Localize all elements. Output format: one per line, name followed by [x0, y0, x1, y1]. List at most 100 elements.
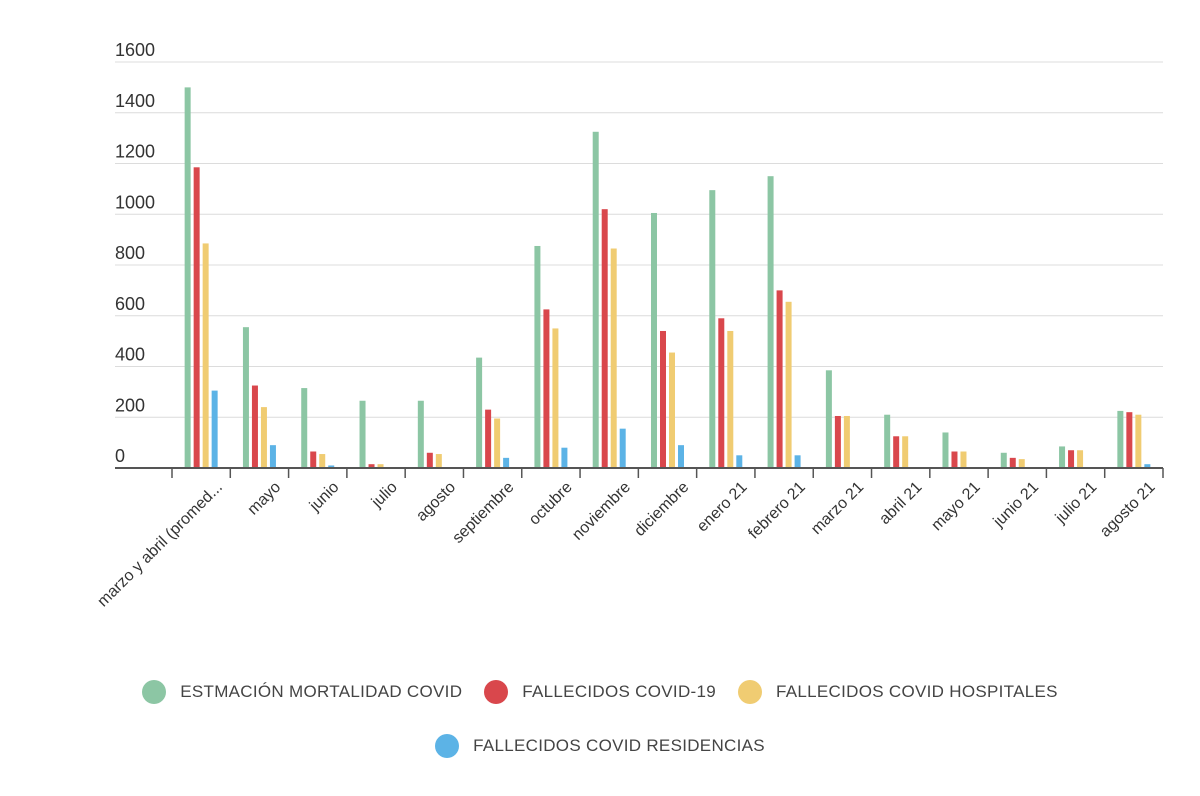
- bar-2-11[interactable]: [843, 415, 850, 468]
- bar-3-0[interactable]: [211, 390, 218, 468]
- x-tick-label: agosto: [413, 479, 459, 525]
- bar-2-1[interactable]: [260, 407, 267, 468]
- bar-3-7[interactable]: [619, 428, 626, 468]
- bar-1-15[interactable]: [1068, 450, 1075, 468]
- bar-3-8[interactable]: [678, 445, 684, 468]
- legend-label: FALLECIDOS COVID HOSPITALES: [776, 682, 1058, 701]
- bar-0-2[interactable]: [301, 388, 308, 468]
- bar-1-16[interactable]: [1126, 412, 1133, 468]
- bar-1-14[interactable]: [1009, 457, 1016, 468]
- x-tick-label: marzo y abril (promed...: [94, 479, 225, 610]
- bars: [184, 87, 1151, 469]
- bar-2-5[interactable]: [494, 418, 501, 468]
- x-tick-label: enero 21: [694, 479, 751, 536]
- legend-item-estimacion[interactable]: ESTMACIÓN MORTALIDAD COVID: [142, 680, 462, 704]
- bar-1-5[interactable]: [485, 409, 492, 468]
- x-tick-label: noviembre: [569, 479, 634, 544]
- bar-2-2[interactable]: [319, 454, 326, 468]
- bar-2-8[interactable]: [669, 352, 675, 468]
- bar-0-0[interactable]: [184, 87, 191, 468]
- bar-0-13[interactable]: [942, 432, 949, 468]
- legend-swatch: [738, 680, 762, 704]
- bar-2-4[interactable]: [435, 454, 442, 468]
- x-tick-label: agosto 21: [1097, 479, 1159, 541]
- y-tick-label: 800: [115, 243, 145, 263]
- bar-0-7[interactable]: [592, 131, 599, 468]
- bar-chart: 0 200 400 600 800 1000 1200 1400 1600 marzo y ab…: [94, 40, 1164, 610]
- bar-1-9[interactable]: [718, 318, 725, 468]
- bar-3-6[interactable]: [561, 447, 568, 468]
- bar-1-13[interactable]: [951, 451, 958, 468]
- x-tick-label: julio: [368, 479, 401, 512]
- bar-0-11[interactable]: [825, 370, 832, 468]
- bar-2-15[interactable]: [1077, 450, 1084, 468]
- bar-1-2[interactable]: [310, 451, 317, 468]
- bar-1-0[interactable]: [193, 167, 200, 468]
- bar-0-4[interactable]: [417, 400, 424, 468]
- legend-swatch: [435, 734, 460, 758]
- y-tick-label: 600: [115, 294, 145, 314]
- x-tick-label: marzo 21: [808, 479, 867, 538]
- y-tick-label: 1000: [115, 192, 155, 212]
- y-tick-label: 1400: [115, 91, 155, 111]
- bar-2-3[interactable]: [377, 464, 384, 468]
- legend-item-fallecidos[interactable]: FALLECIDOS COVID-19: [484, 680, 716, 704]
- x-tick-label: mayo: [245, 479, 285, 519]
- legend-swatch: [142, 680, 167, 704]
- legend-label: FALLECIDOS COVID RESIDENCIAS: [473, 736, 765, 755]
- y-tick-label: 200: [115, 395, 145, 415]
- bar-0-6[interactable]: [534, 245, 541, 468]
- bar-2-0[interactable]: [202, 243, 209, 468]
- legend-item-residencias[interactable]: FALLECIDOS COVID RESIDENCIAS: [435, 734, 765, 758]
- x-tick-label: abril 21: [876, 479, 925, 528]
- bar-3-1[interactable]: [269, 445, 276, 468]
- bar-3-10[interactable]: [794, 455, 801, 468]
- x-tick-label: diciembre: [631, 479, 692, 540]
- bar-1-1[interactable]: [251, 385, 258, 468]
- bar-0-12[interactable]: [884, 414, 891, 468]
- bar-1-12[interactable]: [893, 436, 900, 468]
- bar-0-1[interactable]: [242, 327, 249, 468]
- bar-1-3[interactable]: [368, 464, 375, 468]
- bar-2-13[interactable]: [960, 451, 967, 468]
- bar-2-7[interactable]: [610, 248, 617, 468]
- x-axis-ticks: marzo y abril (promed... mayo junio julio ag…: [94, 468, 1164, 610]
- bar-0-10[interactable]: [767, 176, 774, 468]
- bar-0-14[interactable]: [1000, 452, 1007, 468]
- bar-0-3[interactable]: [359, 400, 366, 468]
- bar-1-10[interactable]: [776, 290, 783, 468]
- x-tick-label: julio 21: [1052, 479, 1101, 528]
- legend-item-hospitales[interactable]: FALLECIDOS COVID HOSPITALES: [738, 680, 1058, 704]
- y-tick-label: 0: [115, 446, 125, 466]
- bar-2-9[interactable]: [727, 330, 734, 468]
- bar-2-14[interactable]: [1018, 459, 1025, 468]
- bar-0-16[interactable]: [1117, 410, 1124, 468]
- bar-1-4[interactable]: [426, 452, 433, 468]
- x-tick-label: junio 21: [990, 479, 1042, 531]
- bar-3-2[interactable]: [328, 465, 335, 468]
- bar-3-16[interactable]: [1144, 464, 1151, 468]
- legend-label: FALLECIDOS COVID-19: [522, 682, 716, 701]
- y-tick-label: 400: [115, 345, 145, 365]
- bar-3-5[interactable]: [503, 457, 510, 468]
- x-tick-label: junio: [306, 479, 343, 516]
- bar-2-6[interactable]: [552, 328, 559, 468]
- bar-1-6[interactable]: [543, 309, 550, 468]
- bar-1-8[interactable]: [660, 330, 666, 468]
- bar-2-10[interactable]: [785, 301, 792, 468]
- y-tick-label: 1600: [115, 40, 155, 60]
- bar-2-12[interactable]: [902, 436, 909, 468]
- grid-lines: [115, 61, 1163, 418]
- bar-0-5[interactable]: [476, 357, 483, 468]
- x-tick-label: septiembre: [449, 479, 517, 547]
- bar-3-9[interactable]: [736, 455, 743, 468]
- y-tick-label: 1200: [115, 142, 155, 162]
- legend-row-1: ESTMACIÓN MORTALIDAD COVID FALLECIDOS CO…: [0, 680, 1200, 704]
- bar-1-7[interactable]: [601, 209, 608, 469]
- bar-0-15[interactable]: [1059, 446, 1066, 468]
- bar-1-11[interactable]: [834, 415, 841, 468]
- bar-2-16[interactable]: [1135, 414, 1142, 468]
- legend-label: ESTMACIÓN MORTALIDAD COVID: [180, 682, 463, 701]
- bar-0-8[interactable]: [651, 212, 657, 468]
- bar-0-9[interactable]: [709, 190, 716, 469]
